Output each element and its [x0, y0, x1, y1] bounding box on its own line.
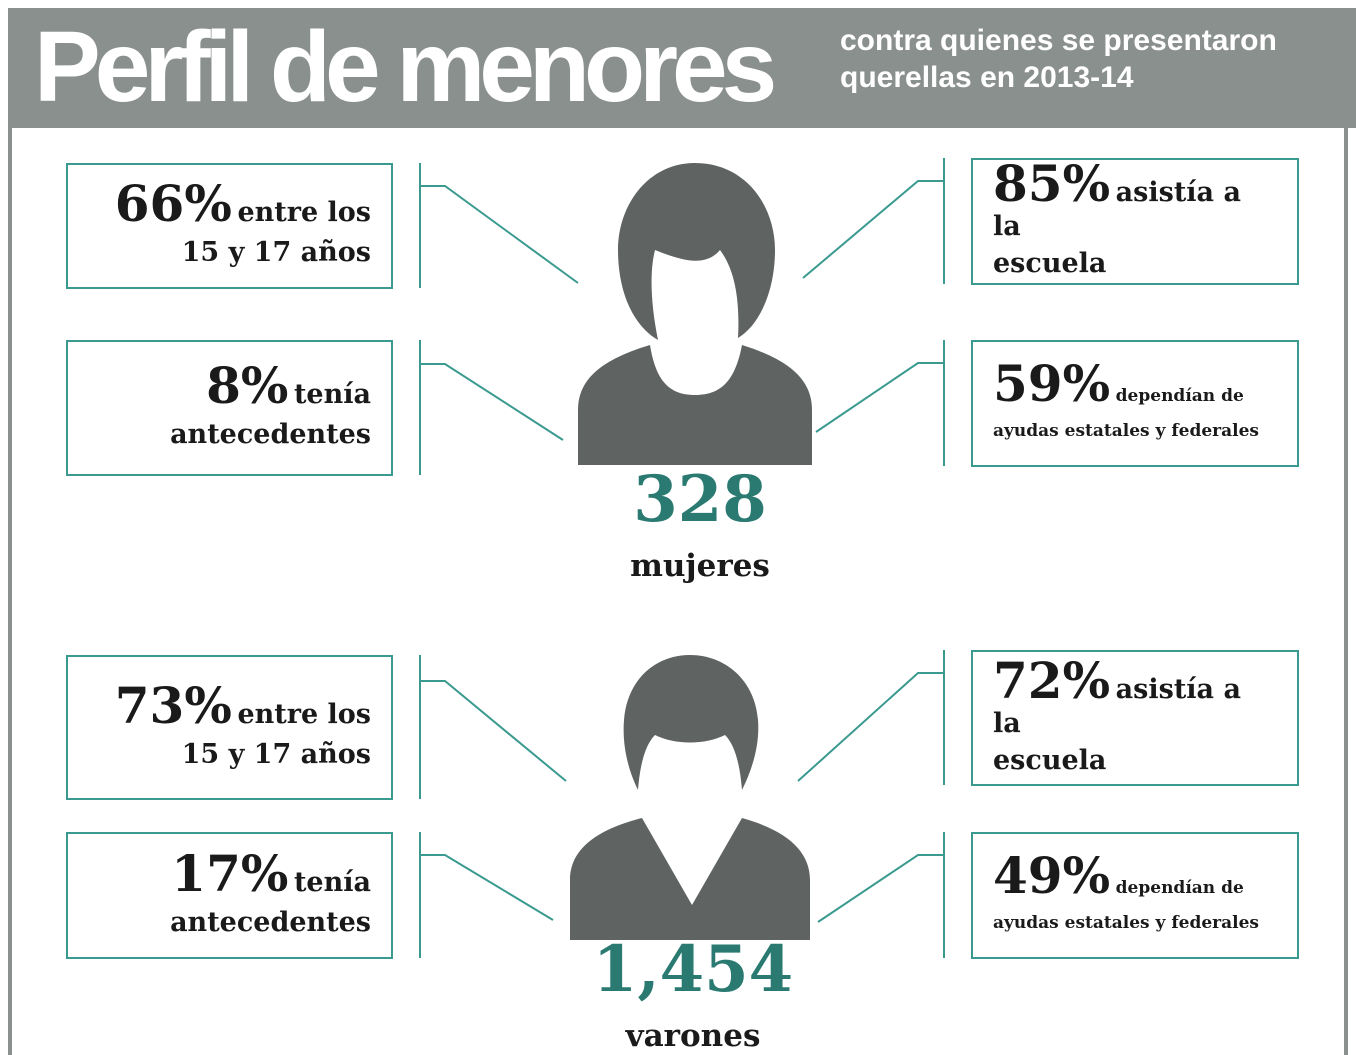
- fact-box: 73% entre los 15 y 17 años: [66, 655, 393, 800]
- woman-figure: [578, 163, 812, 465]
- fact-text: ayudas estatales y federales: [993, 420, 1259, 441]
- fact-text: entre los: [237, 197, 371, 228]
- fact-text: ayudas estatales y federales: [993, 912, 1259, 933]
- fact-box: 8% tenía antecedentes: [66, 340, 393, 476]
- man-figure: [570, 655, 810, 940]
- fact-text: dependían de: [1115, 385, 1244, 406]
- fact-percent: 72%: [993, 650, 1111, 710]
- fact-line: 73% entre los: [88, 675, 371, 735]
- fact-text: asistía a la: [993, 177, 1241, 242]
- fact-line: 59% dependían de: [993, 353, 1277, 413]
- fact-percent: 66%: [114, 174, 232, 233]
- fact-box: 72% asistía a la escuela: [971, 650, 1299, 786]
- fact-line: 17% tenía: [88, 843, 371, 903]
- title: Perfil de menores: [34, 11, 777, 123]
- connectors: [419, 158, 945, 958]
- group-label: varones: [625, 1018, 761, 1054]
- fact-box: 66% entre los 15 y 17 años: [66, 163, 393, 289]
- fact-box: 85% asistía a la escuela: [971, 154, 1299, 285]
- fact-percent: 17%: [171, 843, 289, 903]
- fact-text: antecedentes: [170, 906, 371, 938]
- fact-line: 85% asistía a la: [993, 154, 1277, 243]
- fact-box: 59% dependían de ayudas estatales y feder…: [971, 340, 1299, 467]
- fact-text: escuela: [993, 248, 1107, 279]
- fact-text: asistía a la: [993, 673, 1241, 739]
- fact-text: tenía: [293, 866, 371, 898]
- fact-percent: 73%: [114, 675, 232, 735]
- fact-percent: 59%: [993, 353, 1111, 413]
- fact-text: escuela: [993, 744, 1107, 776]
- group-label: mujeres: [630, 548, 770, 584]
- fact-text: 15 y 17 años: [181, 738, 371, 770]
- fact-line: 49% dependían de: [993, 845, 1277, 905]
- fact-text: 15 y 17 años: [181, 237, 371, 268]
- fact-text: antecedentes: [170, 419, 371, 450]
- fact-line: 72% asistía a la: [993, 650, 1277, 739]
- fact-line: 66% entre los: [88, 177, 371, 231]
- fact-box: 49% dependían de ayudas estatales y feder…: [971, 832, 1299, 959]
- subtitle: contra quienes se presentaron querellas …: [840, 24, 1277, 94]
- group-total: 328: [633, 462, 767, 537]
- frame: [8, 8, 1348, 1055]
- group-total: 1,454: [592, 932, 794, 1007]
- fact-text: entre los: [237, 698, 371, 730]
- fact-percent: 85%: [993, 154, 1111, 213]
- fact-box: 17% tenía antecedentes: [66, 832, 393, 959]
- fact-percent: 49%: [993, 845, 1111, 905]
- fact-text: tenía: [293, 379, 371, 410]
- fact-line: 8% tenía: [88, 359, 371, 413]
- header-bar: Perfil de menores contra quienes se pres…: [8, 8, 1356, 128]
- fact-percent: 8%: [206, 356, 289, 415]
- fact-text: dependían de: [1115, 877, 1244, 898]
